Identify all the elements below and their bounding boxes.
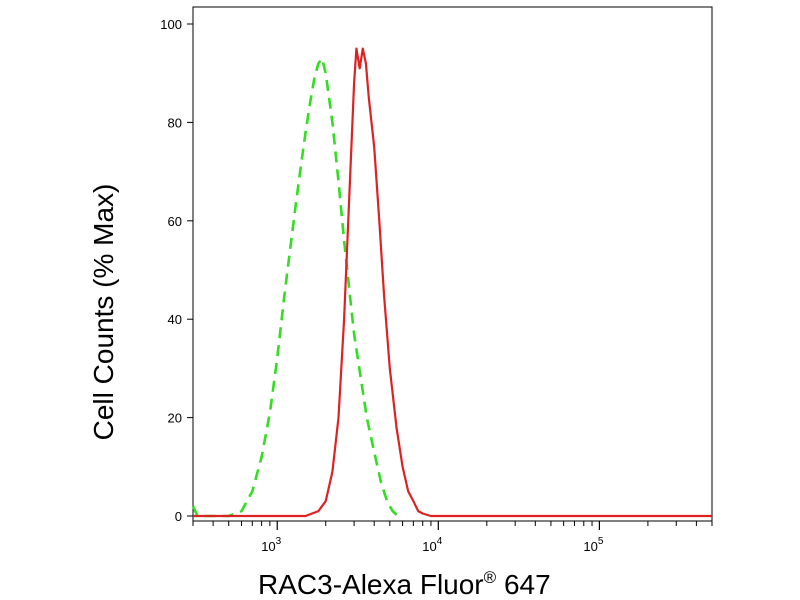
- y-axis-ticks: 0 20 40 60 80 100: [160, 17, 193, 524]
- series-layer: [191, 47, 712, 518]
- x-axis-title: RAC3-Alexa Fluor® 647: [258, 568, 551, 600]
- y-tick-label: 40: [168, 312, 182, 327]
- x-tick-label: 104: [422, 536, 442, 554]
- x-tick-label: 105: [583, 536, 603, 554]
- plot-border: [192, 6, 713, 522]
- y-tick-label: 80: [168, 115, 182, 130]
- y-tick-label: 20: [168, 411, 182, 426]
- x-axis-title-main: RAC3-Alexa Fluor: [258, 569, 484, 600]
- y-tick-label: 100: [160, 17, 182, 32]
- plot-frame: [192, 6, 713, 522]
- x-axis-ticks: 103 104 105: [192, 521, 713, 554]
- series-line-2: [193, 47, 712, 518]
- x-tick-label: 103: [261, 536, 281, 554]
- y-tick-label: 60: [168, 214, 182, 229]
- x-axis-title-mark: ®: [484, 568, 497, 587]
- y-tick-label: 0: [175, 509, 182, 524]
- series-line-1: [191, 57, 399, 518]
- x-axis-title-suffix: 647: [496, 569, 551, 600]
- y-axis-title: Cell Counts (% Max): [88, 184, 119, 441]
